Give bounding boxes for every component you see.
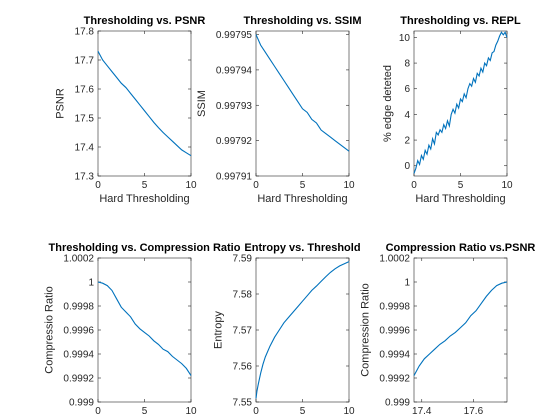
x-tick-label: 5 — [458, 180, 464, 191]
y-axis-label: Compressio Ratio — [43, 286, 55, 373]
y-tick-label: 0 — [404, 161, 410, 172]
subplot-title: Thresholding vs. REPL — [400, 15, 521, 27]
x-tick-label: 0 — [95, 406, 101, 417]
x-tick-label: 0 — [411, 180, 417, 191]
y-tick-label: 17.6 — [75, 85, 95, 96]
y-tick-label: 0.9992 — [379, 374, 410, 385]
y-tick-label: 0.9996 — [63, 326, 94, 337]
x-tick-label: 0 — [253, 180, 259, 191]
y-axis-label: Entropy — [213, 311, 225, 349]
x-tick-label: 10 — [185, 406, 197, 417]
y-tick-label: 17.3 — [75, 172, 95, 183]
y-tick-label: 0.999 — [385, 398, 410, 409]
series-line — [97, 281, 192, 376]
series-line — [413, 31, 508, 174]
subplot-3: Thresholding vs. REPL 0 5 10 0 2 4 6 8 10 Hard Thr… — [382, 15, 521, 205]
y-axis-label: % edge deteted — [382, 65, 394, 142]
axes-frame — [255, 30, 350, 177]
y-tick-label: 7.58 — [233, 290, 253, 301]
y-tick-label: 1 — [404, 278, 410, 289]
y-tick-label: 0.99795 — [216, 30, 253, 41]
y-tick-label: 0.99793 — [216, 101, 253, 112]
x-tick-label: 5 — [300, 406, 306, 417]
subplot-title: Compression Ratio vs.PSNR — [386, 242, 536, 254]
y-tick-label: 0.9992 — [63, 374, 94, 385]
axes-frame — [255, 257, 350, 403]
x-tick-label: 0 — [253, 406, 259, 417]
y-tick-label: 7.55 — [233, 398, 253, 409]
x-tick-label: 0 — [95, 180, 101, 191]
series-line — [97, 51, 192, 157]
x-tick-label: 5 — [300, 180, 306, 191]
y-tick-label: 0.99791 — [216, 172, 253, 183]
axes-frame — [97, 257, 192, 403]
y-tick-label: 0.9994 — [63, 350, 94, 361]
x-tick-label: 10 — [501, 180, 513, 191]
y-tick-label: 0.9998 — [63, 302, 94, 313]
x-tick-label: 5 — [142, 180, 148, 191]
y-tick-label: 2 — [404, 136, 410, 147]
series-line — [413, 281, 508, 376]
y-tick-label: 17.5 — [75, 114, 95, 125]
y-tick-label: 17.7 — [75, 56, 95, 67]
subplot-2: Thresholding vs. SSIM 0 5 10 0.99791 0.99792 0… — [196, 15, 362, 205]
y-tick-label: 0.9998 — [379, 302, 410, 313]
y-tick-label: 0.999 — [69, 398, 94, 409]
y-tick-label: 8 — [404, 59, 410, 70]
subplot-4: Thresholding vs. Compression Ratio 0 5 10 0.… — [43, 242, 240, 420]
y-tick-label: 0.99794 — [216, 65, 253, 76]
x-tick-label: 17.4 — [412, 406, 432, 417]
axes-frame — [97, 30, 192, 177]
y-tick-label: 10 — [399, 33, 411, 44]
y-tick-label: 17.8 — [75, 27, 95, 38]
subplot-title: Thresholding vs. PSNR — [84, 15, 206, 27]
subplot-title: Entropy vs. Threshold — [244, 242, 360, 254]
series-line — [255, 261, 350, 399]
subplot-title: Thresholding vs. SSIM — [244, 15, 362, 27]
x-tick-label: 10 — [185, 180, 197, 191]
y-tick-label: 0.9996 — [379, 326, 410, 337]
subplot-5: Entropy vs. Threshold 0 5 10 7.55 7.56 7.57 7.5… — [213, 242, 361, 420]
y-tick-label: 1.0002 — [379, 254, 410, 265]
x-axis-label: Hard Thresholding — [99, 193, 189, 205]
y-tick-label: 7.59 — [233, 254, 253, 265]
subplot-6: Compression Ratio vs.PSNR 17.4 17.6 0.999 0.… — [359, 242, 535, 420]
subplot-1: Thresholding vs. PSNR 0 5 10 17.3 17.4 17.5 17.… — [55, 15, 206, 205]
y-tick-label: 4 — [404, 110, 410, 121]
y-tick-label: 1 — [88, 278, 94, 289]
series-line — [255, 34, 350, 152]
x-tick-label: 17.6 — [464, 406, 484, 417]
subplot-title: Thresholding vs. Compression Ratio — [49, 242, 241, 254]
y-tick-label: 17.4 — [75, 143, 95, 154]
x-axis-label: Hard Thresholding — [257, 193, 347, 205]
y-axis-label: SSIM — [196, 90, 208, 117]
y-tick-label: 0.99792 — [216, 136, 253, 147]
y-tick-label: 6 — [404, 84, 410, 95]
y-tick-label: 7.56 — [233, 362, 253, 373]
x-tick-label: 5 — [142, 406, 148, 417]
x-axis-label: Hard Thresholding — [415, 193, 505, 205]
y-tick-label: 7.57 — [233, 326, 253, 337]
y-tick-label: 1.0002 — [63, 254, 94, 265]
axes-frame — [413, 257, 508, 403]
y-axis-label: Compression Ratio — [359, 283, 371, 377]
y-axis-label: PSNR — [55, 88, 67, 119]
x-tick-label: 10 — [343, 406, 355, 417]
y-tick-label: 0.9994 — [379, 350, 410, 361]
x-tick-label: 10 — [343, 180, 355, 191]
